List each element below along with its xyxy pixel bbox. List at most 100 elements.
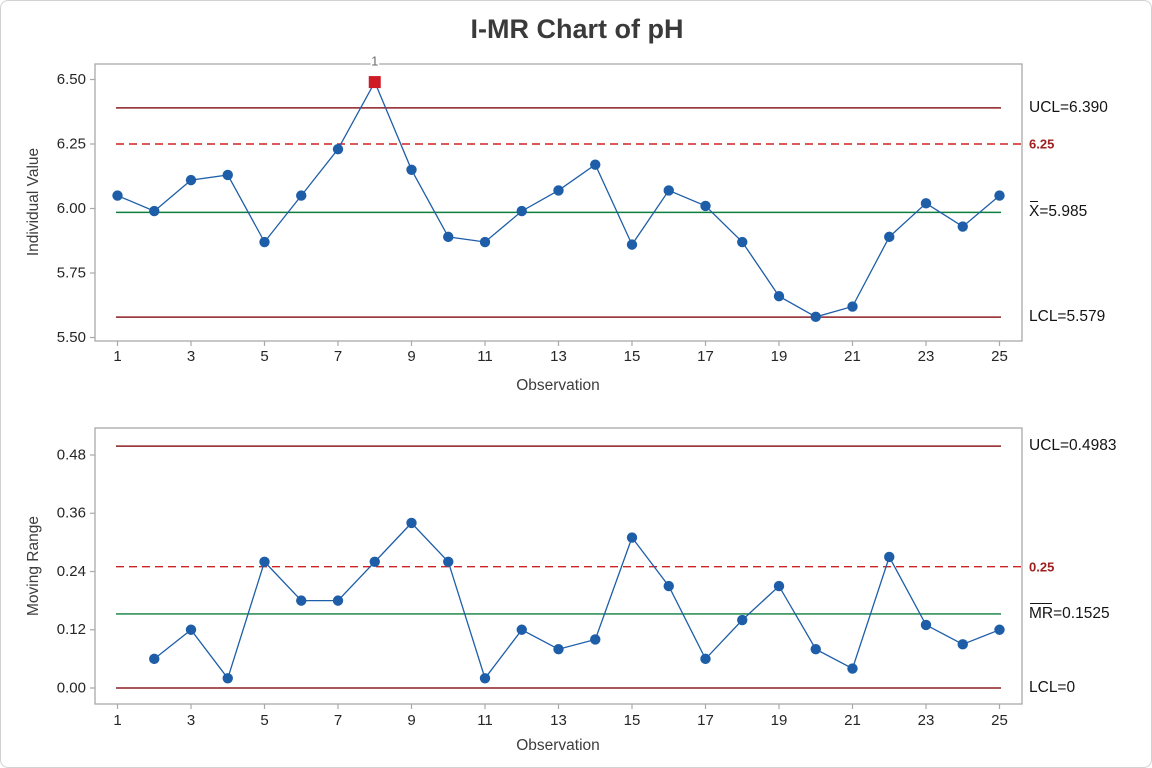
y-tick-label: 0.12 — [57, 621, 86, 638]
data-point[interactable] — [443, 556, 454, 567]
plot-frame — [94, 63, 1023, 342]
data-point[interactable] — [737, 614, 748, 626]
data-point[interactable] — [884, 551, 895, 563]
data-point[interactable] — [259, 556, 270, 567]
data-point[interactable] — [590, 634, 601, 645]
y-tick-label: 6.25 — [57, 135, 86, 152]
panel-individuals: 6.506.256.005.755.501 3 5 7 9 11 13 15 17 19 21 23 2… — [57, 52, 1024, 365]
panel-moving-range: 0.480.360.240.120.001 3 5 7 9 11 13 15 17 19 21 23 2… — [57, 427, 1024, 729]
data-point[interactable] — [957, 221, 968, 232]
data-point[interactable] — [810, 311, 821, 323]
individuals-y-axis-title: Individual Value — [25, 147, 42, 257]
data-point[interactable] — [112, 190, 123, 201]
data-point[interactable] — [847, 663, 858, 674]
x-tick-label: 7 — [334, 712, 342, 729]
lcl-label-moving-range: LCL=0 — [1029, 679, 1076, 696]
data-point[interactable] — [222, 673, 233, 684]
x-tick-label: 25 — [991, 348, 1008, 365]
data-point[interactable] — [185, 624, 197, 635]
test-failure-flag: 1 — [371, 53, 378, 68]
x-tick-label: 25 — [991, 712, 1008, 729]
data-point[interactable] — [406, 164, 417, 175]
x-tick-label: 1 — [113, 348, 121, 365]
data-point[interactable] — [443, 231, 454, 243]
data-point[interactable] — [920, 198, 932, 209]
x-tick-label: 1 — [113, 712, 121, 729]
y-tick-label: 6.00 — [57, 200, 86, 217]
data-point[interactable] — [957, 639, 968, 650]
data-point[interactable] — [590, 159, 601, 170]
data-point[interactable] — [149, 653, 160, 665]
x-tick-label: 19 — [771, 712, 788, 729]
data-point[interactable] — [663, 185, 674, 196]
moving-range-x-axis-title: Observation — [516, 737, 600, 754]
x-tick-label: 9 — [407, 348, 415, 365]
x-tick-label: 13 — [550, 712, 567, 729]
x-tick-label: 17 — [697, 348, 714, 365]
data-point[interactable] — [737, 236, 748, 248]
data-point[interactable] — [406, 517, 417, 529]
spec-label-individuals: 6.25 — [1029, 136, 1055, 152]
y-tick-label: 0.24 — [57, 563, 86, 580]
y-tick-label: 0.00 — [57, 679, 86, 696]
data-point[interactable] — [810, 643, 821, 655]
x-tick-label: 15 — [624, 712, 641, 729]
data-point[interactable] — [994, 190, 1005, 201]
center-label-moving-range: MR=0.1525 — [1029, 602, 1110, 622]
x-tick-label: 5 — [260, 348, 268, 365]
data-point[interactable] — [516, 205, 527, 217]
x-tick-label: 9 — [407, 712, 415, 729]
data-point[interactable] — [994, 624, 1005, 635]
x-tick-label: 11 — [477, 712, 493, 729]
x-tick-label: 21 — [844, 348, 861, 365]
center-label-individuals: X=5.985 — [1029, 201, 1088, 221]
data-point[interactable] — [626, 532, 638, 543]
x-tick-label: 19 — [771, 348, 788, 365]
x-tick-label: 23 — [918, 712, 935, 729]
series-line — [117, 80, 1000, 318]
y-tick-label: 5.50 — [57, 329, 86, 346]
data-point[interactable] — [553, 643, 564, 655]
data-point[interactable] — [663, 580, 674, 592]
data-point[interactable] — [149, 205, 160, 217]
data-point[interactable] — [773, 580, 785, 592]
series-line — [153, 522, 1000, 680]
data-point[interactable] — [369, 556, 380, 567]
data-point[interactable] — [259, 236, 270, 248]
data-point[interactable] — [847, 301, 858, 312]
data-point[interactable] — [516, 624, 527, 635]
data-point[interactable] — [185, 174, 197, 186]
y-tick-label: 6.50 — [57, 71, 86, 88]
individuals-x-axis-title: Observation — [516, 377, 600, 394]
spec-label-moving-range: 0.25 — [1029, 559, 1055, 575]
y-tick-label: 5.75 — [57, 264, 86, 281]
data-point[interactable] — [479, 673, 491, 684]
data-point[interactable] — [296, 190, 307, 201]
data-point[interactable] — [700, 200, 711, 212]
data-point[interactable] — [700, 653, 711, 665]
y-tick-label: 0.48 — [57, 446, 86, 463]
x-tick-label: 3 — [187, 348, 195, 365]
x-tick-label: 11 — [477, 348, 493, 365]
x-tick-label: 23 — [918, 348, 935, 365]
data-point[interactable] — [479, 236, 491, 248]
data-point[interactable] — [884, 231, 895, 243]
data-point[interactable] — [222, 169, 233, 181]
x-tick-label: 15 — [624, 348, 641, 365]
data-point[interactable] — [626, 239, 638, 250]
data-point[interactable] — [553, 185, 564, 196]
out-of-control-point[interactable] — [368, 76, 381, 89]
x-tick-label: 17 — [697, 712, 714, 729]
chart-title: I-MR Chart of pH — [470, 14, 684, 44]
x-tick-label: 7 — [334, 348, 342, 365]
lcl-label-individuals: LCL=5.579 — [1029, 308, 1106, 326]
data-point[interactable] — [332, 143, 344, 155]
x-tick-label: 13 — [550, 348, 567, 365]
data-point[interactable] — [332, 595, 344, 606]
data-point[interactable] — [296, 595, 307, 606]
data-point[interactable] — [920, 619, 932, 631]
data-point[interactable] — [773, 291, 785, 302]
x-tick-label: 3 — [187, 712, 195, 729]
